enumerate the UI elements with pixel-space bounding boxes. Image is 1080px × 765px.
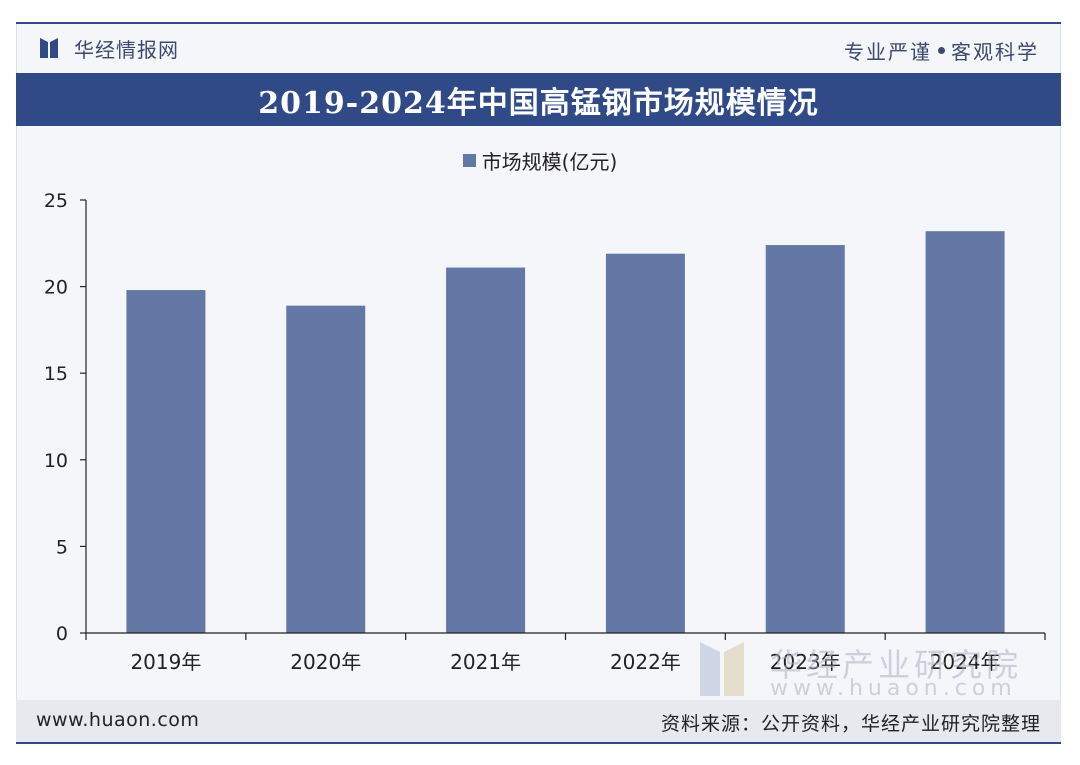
x-tick-label: 2022年 [610, 650, 681, 674]
y-tick-label: 20 [44, 277, 68, 299]
y-tick-label: 5 [56, 536, 68, 558]
footer-url[interactable]: www.huaon.com [36, 709, 200, 731]
footer-bar: www.huaon.com 资料来源：公开资料，华经产业研究院整理 [16, 700, 1061, 742]
y-tick-label: 10 [44, 450, 68, 472]
bottom-rule [16, 742, 1061, 744]
bar [605, 253, 685, 633]
legend-label: 市场规模(亿元) [481, 150, 618, 174]
footer-source: 资料来源：公开资料，华经产业研究院整理 [660, 713, 1041, 735]
watermark-url: www.huaon.com [770, 676, 1017, 701]
legend-swatch [462, 154, 476, 167]
y-tick-label: 15 [44, 363, 68, 385]
slogan-left: 专业严谨 [844, 40, 932, 64]
x-tick-label: 2021年 [450, 650, 521, 674]
bar [765, 245, 845, 634]
y-tick-label: 0 [56, 623, 68, 645]
header-bar: 华经情报网 专业严谨 客观科学 [16, 24, 1061, 70]
bar [126, 290, 206, 633]
top-rule [16, 22, 1061, 24]
title-band: 2019-2024年中国高锰钢市场规模情况 [16, 73, 1061, 126]
bar [446, 267, 526, 633]
brand: 华经情报网 [38, 34, 179, 62]
slogan: 专业严谨 客观科学 [844, 36, 1039, 65]
x-tick-label: 2024年 [930, 650, 1001, 674]
x-tick-label: 2023年 [770, 650, 841, 674]
brand-name: 华经情报网 [74, 37, 179, 62]
watermark-name: 华经产业研究院 [770, 646, 1023, 684]
x-tick-label: 2020年 [290, 650, 361, 674]
huajing-logo-icon [40, 38, 58, 58]
bar [925, 231, 1005, 633]
bar [286, 305, 366, 633]
watermark-logo-icon [700, 642, 744, 696]
x-tick-label: 2019年 [130, 650, 201, 674]
chart-title: 2019-2024年中国高锰钢市场规模情况 [258, 85, 819, 121]
slogan-right: 客观科学 [951, 40, 1039, 64]
bullet-dot-icon [938, 47, 945, 54]
legend: 市场规模(亿元) [0, 146, 1080, 175]
y-tick-label: 25 [44, 190, 68, 212]
